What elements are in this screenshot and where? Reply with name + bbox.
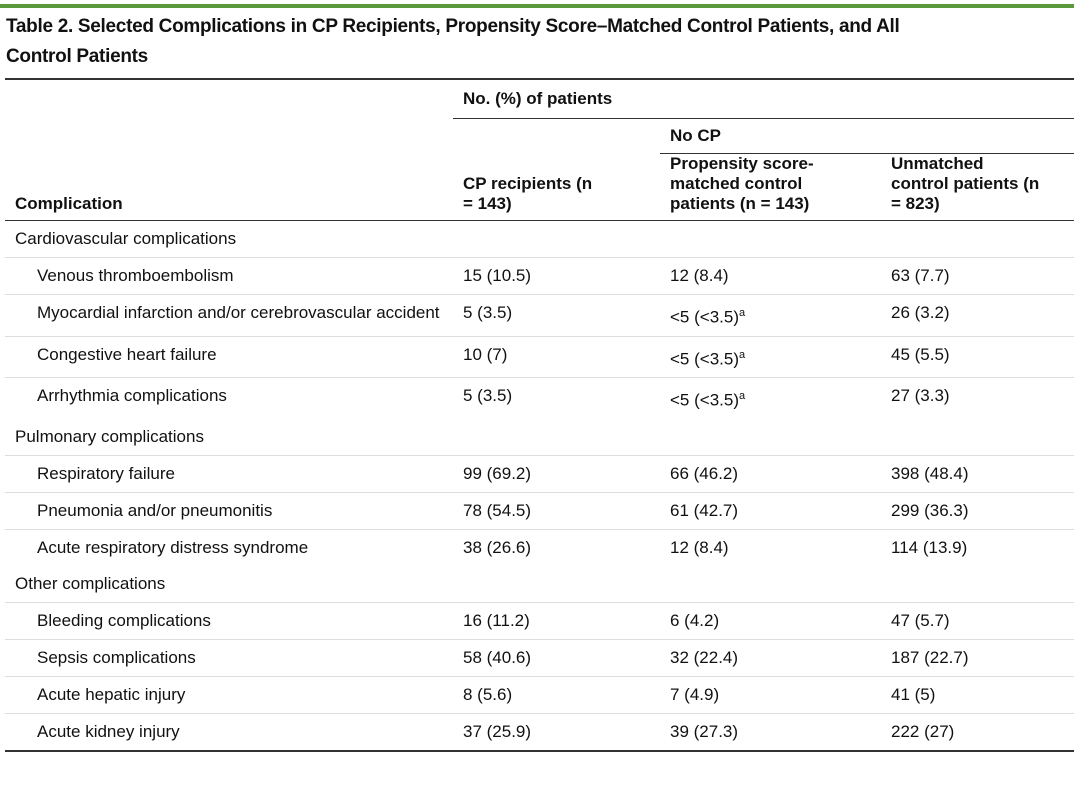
data-table: No. (%) of patients No CP Complication C… — [5, 78, 1075, 752]
data-cell: <5 (<3.5)a — [660, 294, 881, 337]
row-label: Pneumonia and/or pneumonitis — [5, 491, 453, 530]
data-cell: 187 (22.7) — [881, 638, 1075, 677]
header-row: Complication CP recipients (n = 143) Pro… — [5, 153, 1075, 221]
row-label: Acute kidney injury — [5, 712, 453, 751]
subgroup-header: No CP — [660, 118, 1075, 154]
header-row: No CP — [5, 118, 1075, 154]
data-row: Myocardial infarction and/or cerebrovasc… — [5, 294, 1075, 337]
cell-text: <5 (<3.5) — [670, 390, 739, 410]
data-row: Bleeding complications 16 (11.2) 6 (4.2) 47… — [5, 601, 1075, 640]
header-cell — [453, 119, 660, 154]
section-label: Pulmonary complications — [15, 426, 204, 446]
row-label: Myocardial infarction and/or cerebrovasc… — [5, 294, 453, 337]
section-label: Cardiovascular complications — [15, 229, 237, 248]
data-cell: 47 (5.7) — [881, 601, 1075, 640]
data-cell: 10 (7) — [453, 335, 660, 378]
section-row: Pulmonary complications — [5, 419, 1074, 456]
data-row: Respiratory failure 99 (69.2) 66 (46.2) 398… — [5, 454, 1075, 493]
section-row: Cardiovascular complications — [5, 221, 1074, 258]
data-cell: 26 (3.2) — [881, 294, 1075, 337]
data-cell: 5 (3.5) — [453, 377, 660, 419]
data-row: Congestive heart failure 10 (7) <5 (<3.5)a… — [5, 335, 1075, 378]
data-cell: 222 (27) — [881, 712, 1075, 751]
data-cell: 99 (69.2) — [453, 454, 660, 493]
section-label: Other complications — [15, 573, 166, 593]
data-cell: 58 (40.6) — [453, 638, 660, 677]
data-cell: 41 (5) — [881, 675, 1075, 714]
data-cell: 39 (27.3) — [660, 712, 881, 751]
row-label: Arrhythmia complications — [5, 377, 453, 419]
column-header: Complication — [5, 153, 453, 221]
data-cell: 66 (46.2) — [660, 454, 881, 493]
header-row: No. (%) of patients — [5, 79, 1075, 119]
data-cell: <5 (<3.5)a — [660, 377, 881, 419]
row-label: Respiratory failure — [5, 454, 453, 493]
data-cell: 6 (4.2) — [660, 601, 881, 640]
row-label: Congestive heart failure — [5, 335, 453, 378]
footnote-marker: a — [739, 307, 746, 319]
data-cell: 15 (10.5) — [453, 257, 660, 295]
cell-text: <5 (<3.5) — [670, 349, 739, 369]
data-cell: 61 (42.7) — [660, 491, 881, 530]
data-row: Sepsis complications 58 (40.6) 32 (22.4) 18… — [5, 638, 1075, 677]
data-cell: <5 (<3.5)a — [660, 335, 881, 378]
data-row: Pneumonia and/or pneumonitis 78 (54.5) 61 … — [5, 491, 1075, 530]
row-label: Acute respiratory distress syndrome — [5, 528, 453, 566]
data-row: Acute respiratory distress syndrome 38 (2… — [5, 528, 1075, 566]
data-cell: 8 (5.6) — [453, 675, 660, 714]
data-row: Acute kidney injury 37 (25.9) 39 (27.3) 222… — [5, 712, 1075, 751]
table-title: Table 2. Selected Complications in CP Re… — [6, 16, 900, 67]
data-cell: 398 (48.4) — [881, 454, 1075, 493]
data-cell: 63 (7.7) — [881, 257, 1075, 295]
row-label: Acute hepatic injury — [5, 675, 453, 714]
data-row: Acute hepatic injury 8 (5.6) 7 (4.9) 41 (5) — [5, 675, 1075, 714]
data-cell: 27 (3.3) — [881, 377, 1075, 419]
column-header: Unmatched control patients (n = 823) — [881, 153, 1075, 221]
data-cell: 45 (5.5) — [881, 335, 1075, 378]
data-row: Venous thromboembolism 15 (10.5) 12 (8.4) 6… — [5, 257, 1075, 295]
data-cell: 37 (25.9) — [453, 712, 660, 751]
data-cell: 12 (8.4) — [660, 528, 881, 566]
data-cell: 12 (8.4) — [660, 257, 881, 295]
column-header: CP recipients (n = 143) — [453, 153, 660, 221]
data-cell: 299 (36.3) — [881, 491, 1075, 530]
data-cell: 32 (22.4) — [660, 638, 881, 677]
group-header: No. (%) of patients — [453, 79, 1075, 119]
header-cell — [5, 79, 453, 119]
data-cell: 78 (54.5) — [453, 491, 660, 530]
row-label: Venous thromboembolism — [5, 257, 453, 295]
data-cell: 38 (26.6) — [453, 528, 660, 566]
data-cell: 5 (3.5) — [453, 294, 660, 337]
table-body: Cardiovascular complications Venous throm… — [5, 221, 1075, 751]
header-cell — [5, 119, 453, 154]
section-row: Other complications — [5, 566, 1074, 603]
footnote-marker: a — [739, 390, 746, 403]
accent-bar — [0, 4, 1074, 8]
table-header: No. (%) of patients No CP Complication C… — [5, 79, 1075, 221]
column-header: Propensity score-matched control patient… — [660, 153, 881, 221]
data-cell: 114 (13.9) — [881, 528, 1075, 566]
data-cell: 16 (11.2) — [453, 601, 660, 640]
row-label: Bleeding complications — [5, 601, 453, 640]
data-cell: 7 (4.9) — [660, 675, 881, 714]
footnote-marker: a — [739, 348, 746, 361]
data-row: Arrhythmia complications 5 (3.5) <5 (<3.5)… — [5, 377, 1075, 419]
cell-text: <5 (<3.5) — [670, 307, 739, 327]
row-label: Sepsis complications — [5, 638, 453, 677]
